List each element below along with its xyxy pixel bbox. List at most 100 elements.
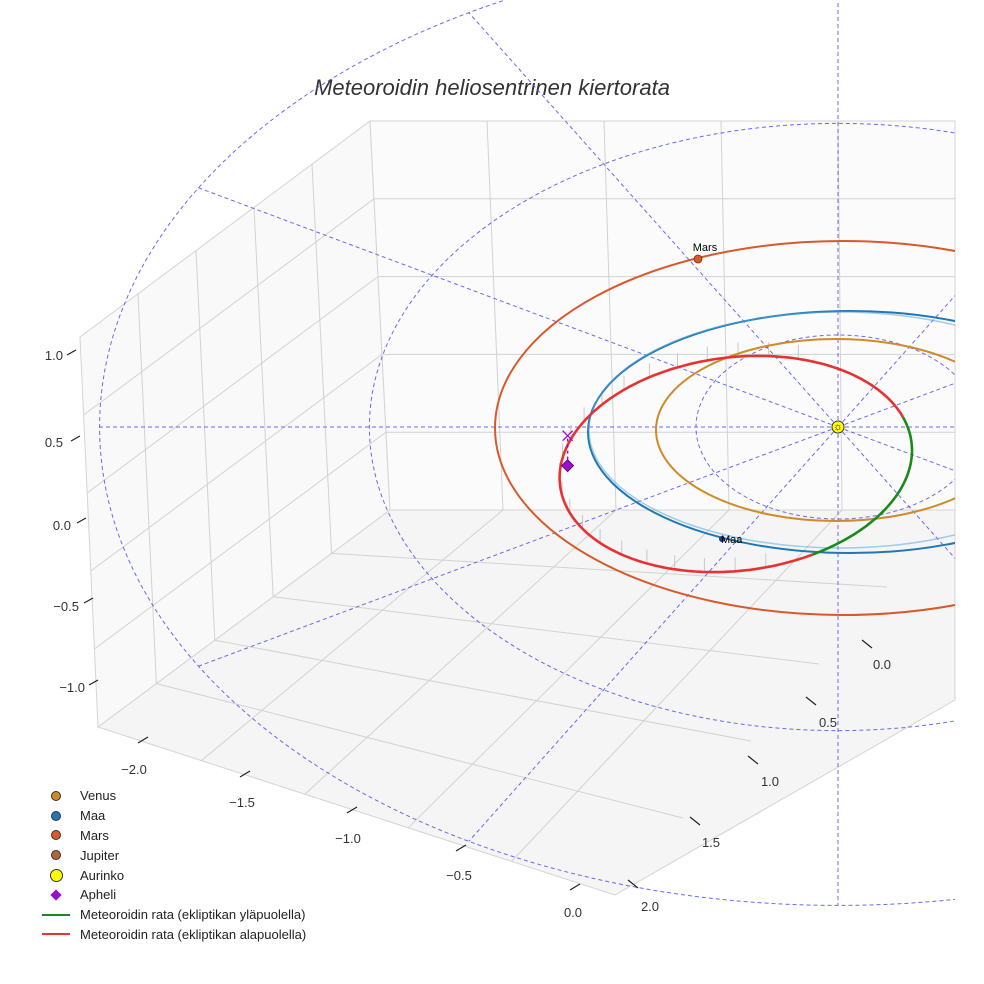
x-grid-line-floor	[214, 639, 752, 742]
sun-icon: ☼	[833, 421, 843, 433]
legend-jupiter-marker	[51, 850, 61, 861]
legend-item-sun: Aurinko	[38, 865, 306, 885]
z-grid-line-left	[86, 276, 379, 494]
axis-tick-mark	[346, 806, 358, 814]
y-grid-line-wall	[720, 120, 730, 511]
axis-tick-mark	[689, 816, 701, 826]
y-tick-label: 0.0	[873, 657, 891, 672]
y-axis: 0.0 0.5 1.0 1.5 2.0	[641, 657, 891, 914]
meteoroid-orbit-above-line	[812, 416, 914, 556]
mars-label: Mars	[693, 242, 718, 254]
earth-orbit-line-shadow	[588, 311, 955, 549]
ecliptic-radial-line	[837, 294, 955, 428]
axis-tick-mark	[66, 349, 77, 356]
legend-orbit-below-line	[42, 933, 70, 936]
aphelion-projection-cross-icon	[562, 430, 574, 442]
z-tick-label: 0.0	[53, 518, 71, 533]
y-grid-line-floor	[407, 509, 730, 829]
legend-aphelion-marker	[50, 889, 62, 901]
earth-marker	[719, 536, 725, 542]
x-tick-label: 0.0	[564, 905, 582, 920]
ecliptic-radial-line	[837, 382, 955, 428]
meteoroid-orbit-below-line	[558, 354, 905, 574]
legend-label: Meteoroidin rata (ekliptikan yläpuolella…	[80, 907, 306, 923]
legend-item-orbit-below: Meteoroidin rata (ekliptikan alapuolella…	[38, 925, 306, 945]
legend-label: Apheli	[80, 887, 117, 903]
y-grid-line-floor	[511, 509, 843, 862]
y-tick-label: 1.5	[702, 835, 720, 850]
z-tick-label: −0.5	[53, 599, 79, 614]
sun-marker	[831, 420, 845, 434]
x-grid-line-wall	[195, 250, 216, 641]
x-grid-line-floor	[156, 683, 684, 819]
axis-grid	[83, 120, 955, 862]
axis-tick-mark	[861, 639, 873, 649]
axis-tick-mark	[455, 844, 467, 852]
y-tick-label: 1.0	[761, 774, 779, 789]
x-axis: −2.0 −1.5 −1.0 −0.5 0.0	[121, 762, 582, 920]
ecliptic-radial-line	[198, 426, 839, 667]
back-pane	[369, 120, 956, 511]
axis-tick-marks	[66, 349, 873, 891]
legend-mars-marker	[51, 830, 61, 841]
y-grid-line-wall	[603, 120, 617, 511]
earth-label: Maa	[721, 534, 743, 546]
axis-tick-mark	[747, 755, 759, 765]
x-tick-label: −0.5	[446, 868, 472, 883]
axis-tick-mark	[569, 883, 581, 891]
ecliptic-ring	[369, 122, 955, 732]
ecliptic-radial-line	[468, 12, 839, 428]
y-tick-label: 0.5	[819, 715, 837, 730]
y-grid-line-wall	[837, 120, 843, 511]
ecliptic-grid	[99, 0, 955, 906]
z-tick-label: −1.0	[59, 680, 85, 695]
z-tick-label: 0.5	[45, 435, 63, 450]
legend-label: Venus	[80, 788, 117, 804]
x-grid-line-floor	[331, 552, 888, 588]
axis-tick-mark	[83, 597, 94, 604]
legend-item-aphelion: Apheli	[38, 885, 306, 905]
axis-tick-mark	[88, 679, 99, 686]
legend-label: Jupiter	[80, 847, 120, 863]
z-grid-line-left	[90, 353, 383, 572]
y-grid-line-floor	[304, 509, 617, 795]
axis-tick-mark	[805, 696, 817, 706]
legend-item-orbit-above: Meteoroidin rata (ekliptikan yläpuolella…	[38, 905, 306, 925]
x-grid-line-wall	[253, 207, 274, 597]
x-grid-line-wall	[311, 164, 333, 554]
legend: Venus Maa Mars Jupiter Aurinko Apheli Me…	[38, 786, 306, 944]
mars-orbit-line	[493, 240, 955, 616]
z-axis: 1.0 0.5 0.0 −0.5 −1.0	[45, 348, 85, 695]
orbit-layer	[493, 240, 955, 616]
legend-venus-marker	[51, 790, 61, 801]
axis-tick-mark	[239, 770, 251, 778]
x-grid-line-floor	[273, 596, 820, 665]
axis-tick-mark	[137, 736, 149, 744]
mars-marker	[693, 254, 703, 264]
legend-item-venus: Venus	[38, 786, 306, 806]
ecliptic-radial-line	[837, 426, 955, 472]
legend-label: Mars	[80, 827, 109, 843]
z-tick-label: 1.0	[45, 348, 63, 363]
legend-item-earth: Maa	[38, 806, 306, 826]
y-tick-label: 2.0	[641, 899, 659, 914]
venus-orbit-line	[654, 338, 955, 522]
axis-tick-mark	[76, 517, 87, 524]
y-grid-line-floor	[201, 509, 504, 761]
aphelion-cross-stroke	[562, 430, 574, 442]
aphelion-marker	[561, 459, 575, 473]
x-tick-label: −1.0	[335, 831, 361, 846]
legend-label: Aurinko	[80, 867, 125, 883]
legend-sun-marker	[49, 868, 63, 882]
legend-label: Maa	[80, 808, 106, 824]
x-tick-label: −2.0	[121, 762, 147, 777]
ecliptic-radial-line	[198, 187, 839, 428]
axis-panes	[79, 120, 956, 896]
legend-item-jupiter: Jupiter	[38, 845, 306, 865]
axis-tick-mark	[627, 879, 639, 889]
z-grid-line-left	[94, 431, 387, 650]
x-tick-label: −1.5	[229, 795, 255, 810]
legend-orbit-above-line	[42, 913, 70, 916]
y-grid-line-wall	[486, 120, 504, 511]
